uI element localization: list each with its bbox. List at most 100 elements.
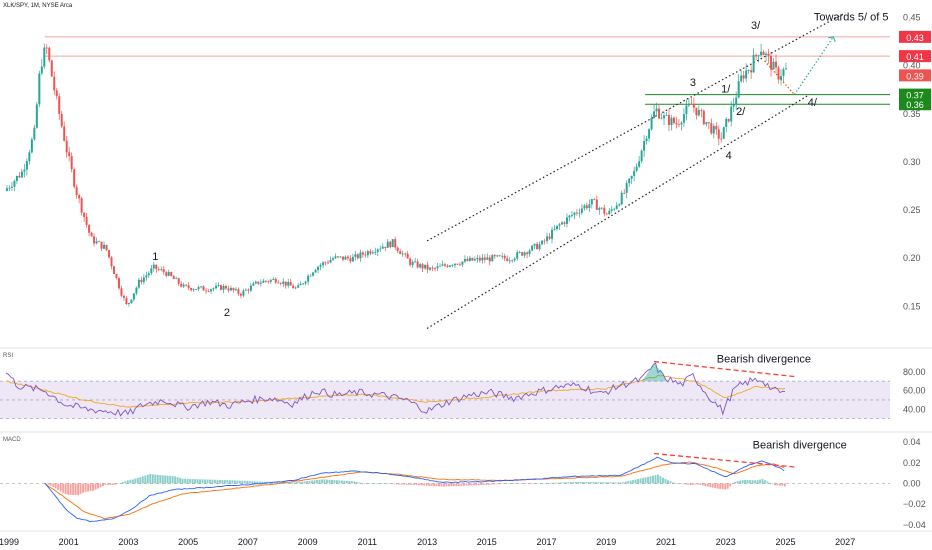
annotations: 1 2 3 1/2/4 3/4/Towards 5/ of 5 <box>152 12 888 319</box>
macd-histogram-bar <box>174 476 177 484</box>
macd-histogram-bar <box>92 483 94 491</box>
candle-body <box>117 278 120 289</box>
candle-body <box>289 282 292 286</box>
macd-histogram-bar <box>69 483 72 495</box>
candle-body <box>588 204 591 209</box>
candle-body <box>658 108 661 119</box>
candle-body <box>341 256 344 260</box>
candle-body <box>777 67 780 80</box>
macd-histogram-bar <box>393 483 396 485</box>
macd-histogram-bar <box>545 483 547 484</box>
macd-histogram-bar <box>74 483 77 496</box>
candle-body <box>112 266 115 274</box>
macd-histogram-bar <box>338 480 341 484</box>
macd-histogram-bar <box>443 483 445 487</box>
candle-body <box>670 117 673 126</box>
wave-label: 2 <box>224 307 230 319</box>
macd-histogram-bar <box>368 483 371 484</box>
macd-histogram-bar <box>599 482 602 484</box>
macd-histogram-bar <box>77 483 80 496</box>
macd-histogram-bar <box>286 482 289 484</box>
macd-histogram-bar <box>209 479 211 484</box>
macd-histogram-bar <box>403 483 406 485</box>
candle-body <box>15 175 18 181</box>
candle-body <box>267 281 270 283</box>
macd-histogram-bar <box>736 481 739 484</box>
macd-histogram-bar <box>251 481 254 484</box>
candle-body <box>224 285 227 289</box>
macd-histogram-bar <box>350 481 353 484</box>
candle-body <box>78 195 81 199</box>
macd-histogram-bar <box>109 483 112 485</box>
candle-body <box>257 281 260 284</box>
candle-body <box>180 283 183 287</box>
macd-histogram-bar <box>408 483 411 485</box>
macd-histogram-bar <box>378 483 381 484</box>
candle-body <box>65 140 68 153</box>
candle-body <box>18 175 21 178</box>
candle-body <box>10 186 13 188</box>
candle-body <box>389 241 392 248</box>
macd-histogram-bar <box>146 474 149 484</box>
macd-pane-label: MACD <box>3 437 21 443</box>
wave-label: 2/ <box>736 106 746 118</box>
candle-body <box>546 236 549 242</box>
candle-body <box>284 281 287 286</box>
macd-histogram-bar <box>340 480 343 484</box>
x-tick-label: 2013 <box>417 537 437 547</box>
candle-body <box>441 264 444 266</box>
macd-histogram-bar <box>246 481 249 484</box>
candle-body <box>399 251 402 255</box>
projection-wave-5 <box>793 36 834 95</box>
macd-histogram-bar <box>248 481 251 484</box>
macd-histogram-bar <box>726 483 729 489</box>
candle-body <box>344 256 347 260</box>
macd-histogram-bar <box>141 476 144 484</box>
wave-label: 1 <box>152 251 158 263</box>
macd-histogram-bar <box>652 475 654 484</box>
candle-body <box>182 284 185 287</box>
macd-histogram-bar <box>754 480 756 484</box>
macd-histogram-bar <box>482 483 485 485</box>
candle-body <box>401 253 404 255</box>
candle-body <box>717 129 720 139</box>
macd-histogram-bar <box>535 483 537 484</box>
candle-body <box>354 254 357 257</box>
price-badge <box>899 50 931 63</box>
candle-body <box>548 236 551 239</box>
macd-histogram-bar <box>657 474 659 484</box>
candle-body <box>590 199 593 205</box>
candle-body <box>531 245 534 251</box>
macd-histogram-bar <box>59 483 62 492</box>
candle-body <box>610 209 613 211</box>
candle-body <box>364 254 367 256</box>
macd-histogram-bar <box>617 482 620 484</box>
candle-body <box>386 241 389 248</box>
macd-histogram-bar <box>64 483 67 495</box>
candle-body <box>13 180 16 187</box>
candle-body <box>130 299 133 304</box>
candle-body <box>508 260 511 262</box>
macd-histogram-bar <box>129 479 132 484</box>
macd-histogram-bar <box>569 482 572 484</box>
macd-histogram-bar <box>537 483 540 484</box>
macd-histogram-bar <box>731 483 734 485</box>
candle-body <box>70 156 73 170</box>
candle-body <box>543 240 546 242</box>
candle-body <box>48 47 51 61</box>
macd-histogram-bar <box>520 483 523 484</box>
candle-body <box>297 285 300 288</box>
macd-histogram-bar <box>89 483 92 492</box>
candle-body <box>409 258 412 265</box>
macd-histogram-bar <box>654 475 657 484</box>
macd-histogram-bar <box>704 483 707 487</box>
macd-histogram-bar <box>746 479 749 484</box>
macd-histogram-bar <box>231 480 234 484</box>
macd-histogram-bar <box>721 483 724 490</box>
candle-body <box>705 122 708 125</box>
candle-body <box>80 198 83 213</box>
candle-body <box>190 288 193 291</box>
candle-body <box>63 126 66 141</box>
candle-body <box>665 115 668 116</box>
